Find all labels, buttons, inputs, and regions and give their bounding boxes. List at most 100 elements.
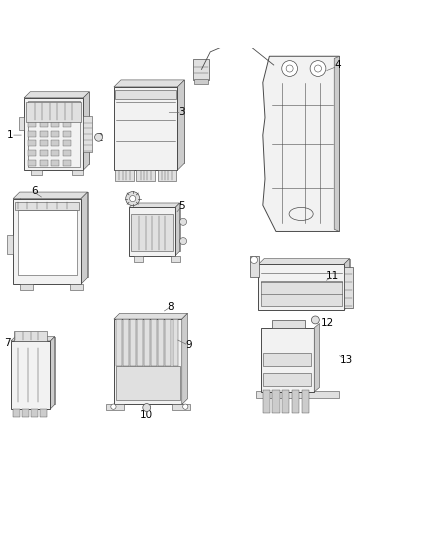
Bar [272, 390, 279, 413]
Bar [70, 284, 83, 290]
Text: 13: 13 [339, 355, 353, 365]
Bar [28, 150, 36, 156]
Bar [63, 140, 71, 147]
Bar [28, 140, 36, 147]
Polygon shape [314, 324, 319, 392]
Polygon shape [114, 313, 187, 319]
Bar [63, 131, 71, 137]
Text: 6: 6 [31, 186, 38, 196]
Bar [63, 159, 71, 166]
Bar [159, 319, 164, 366]
Text: 3: 3 [178, 107, 185, 117]
Polygon shape [11, 336, 55, 341]
Bar [28, 131, 36, 137]
Text: 9: 9 [185, 341, 192, 350]
Polygon shape [264, 259, 350, 304]
Text: 10: 10 [140, 409, 153, 419]
Polygon shape [114, 80, 184, 87]
Polygon shape [50, 336, 55, 409]
Polygon shape [83, 92, 89, 170]
Text: 2: 2 [96, 133, 103, 143]
Bar [131, 214, 173, 251]
Bar [282, 390, 289, 413]
Bar [72, 170, 83, 175]
Bar [301, 390, 308, 413]
Bar [14, 332, 47, 341]
Bar [19, 117, 24, 131]
Bar [136, 170, 155, 181]
Circle shape [180, 238, 187, 245]
Circle shape [282, 61, 297, 76]
Circle shape [95, 133, 102, 141]
Bar [40, 140, 48, 147]
Polygon shape [175, 203, 180, 255]
Bar [106, 403, 124, 410]
Bar [344, 266, 353, 308]
Polygon shape [134, 203, 180, 251]
FancyBboxPatch shape [24, 98, 83, 170]
Polygon shape [24, 92, 89, 98]
Polygon shape [344, 259, 350, 310]
Bar [263, 353, 311, 366]
Bar [115, 170, 134, 181]
Text: 5: 5 [178, 201, 185, 211]
Bar [173, 319, 178, 366]
Bar [7, 236, 13, 254]
Bar [263, 390, 270, 413]
Bar [158, 170, 176, 181]
Bar [28, 121, 36, 127]
Bar [40, 121, 48, 127]
Circle shape [251, 256, 258, 263]
Bar [22, 409, 29, 417]
Bar [144, 319, 150, 366]
Bar [63, 150, 71, 156]
Bar [40, 150, 48, 156]
Bar [13, 199, 81, 284]
Bar [40, 131, 48, 137]
Polygon shape [129, 203, 180, 207]
Bar [31, 409, 38, 417]
Circle shape [180, 219, 187, 225]
Text: 11: 11 [326, 271, 339, 281]
Bar [63, 121, 71, 127]
Bar [15, 201, 79, 209]
Bar [272, 320, 305, 328]
Polygon shape [121, 80, 184, 163]
Bar [116, 319, 122, 366]
Circle shape [130, 196, 136, 201]
Text: 1: 1 [6, 130, 13, 140]
Circle shape [310, 61, 326, 76]
Polygon shape [263, 56, 339, 231]
Bar [31, 170, 42, 175]
Bar [114, 319, 182, 405]
Polygon shape [334, 56, 339, 231]
Circle shape [311, 316, 319, 324]
Bar [83, 116, 92, 152]
Bar [134, 255, 143, 262]
Bar [51, 121, 59, 127]
Bar [13, 409, 20, 417]
Bar [51, 150, 59, 156]
Bar [28, 101, 80, 167]
Bar [20, 284, 33, 290]
Text: 4: 4 [334, 60, 341, 70]
Bar [51, 140, 59, 147]
Bar [152, 319, 157, 366]
Bar [51, 131, 59, 137]
Bar [130, 319, 136, 366]
Bar [129, 207, 175, 255]
Bar [18, 209, 77, 275]
Bar [115, 90, 176, 99]
Text: 12: 12 [321, 318, 334, 328]
Bar [116, 366, 180, 400]
Polygon shape [177, 80, 184, 170]
Circle shape [143, 403, 151, 411]
Bar [256, 391, 339, 398]
Polygon shape [20, 192, 88, 278]
Bar [40, 159, 48, 166]
Bar [261, 328, 314, 392]
Circle shape [111, 404, 116, 409]
Bar [292, 390, 299, 413]
Polygon shape [15, 336, 55, 405]
Bar [11, 341, 50, 409]
